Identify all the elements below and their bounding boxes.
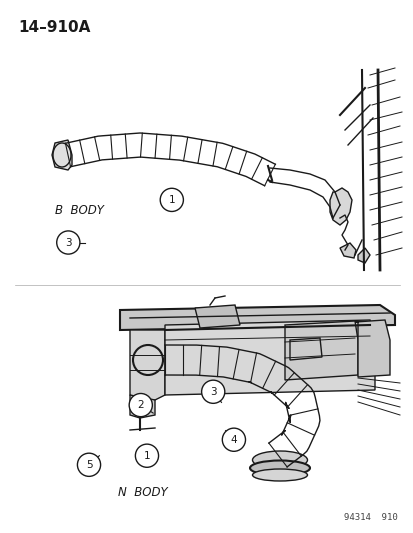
Polygon shape — [52, 140, 72, 170]
Ellipse shape — [252, 451, 307, 469]
Circle shape — [201, 380, 224, 403]
Polygon shape — [165, 320, 374, 395]
Text: N  BODY: N BODY — [118, 486, 167, 498]
Polygon shape — [195, 305, 240, 328]
Polygon shape — [120, 305, 394, 330]
Circle shape — [129, 393, 152, 417]
Text: 14–910A: 14–910A — [18, 20, 90, 35]
Circle shape — [57, 231, 80, 254]
Text: 94314  910: 94314 910 — [344, 513, 397, 522]
Text: 4: 4 — [230, 435, 237, 445]
Polygon shape — [339, 243, 355, 258]
Ellipse shape — [252, 469, 307, 481]
Circle shape — [77, 453, 100, 477]
Ellipse shape — [249, 461, 309, 475]
Text: 3: 3 — [209, 387, 216, 397]
Polygon shape — [329, 188, 351, 225]
Circle shape — [160, 188, 183, 212]
Text: B  BODY: B BODY — [55, 204, 104, 216]
Text: 1: 1 — [168, 195, 175, 205]
Circle shape — [222, 428, 245, 451]
Text: 1: 1 — [143, 451, 150, 461]
Polygon shape — [130, 395, 154, 418]
Text: 3: 3 — [65, 238, 71, 247]
Polygon shape — [284, 321, 357, 380]
Circle shape — [135, 444, 158, 467]
Polygon shape — [354, 320, 389, 377]
Polygon shape — [130, 330, 165, 400]
Polygon shape — [357, 248, 369, 263]
Text: 5: 5 — [85, 460, 92, 470]
Text: 2: 2 — [137, 400, 144, 410]
